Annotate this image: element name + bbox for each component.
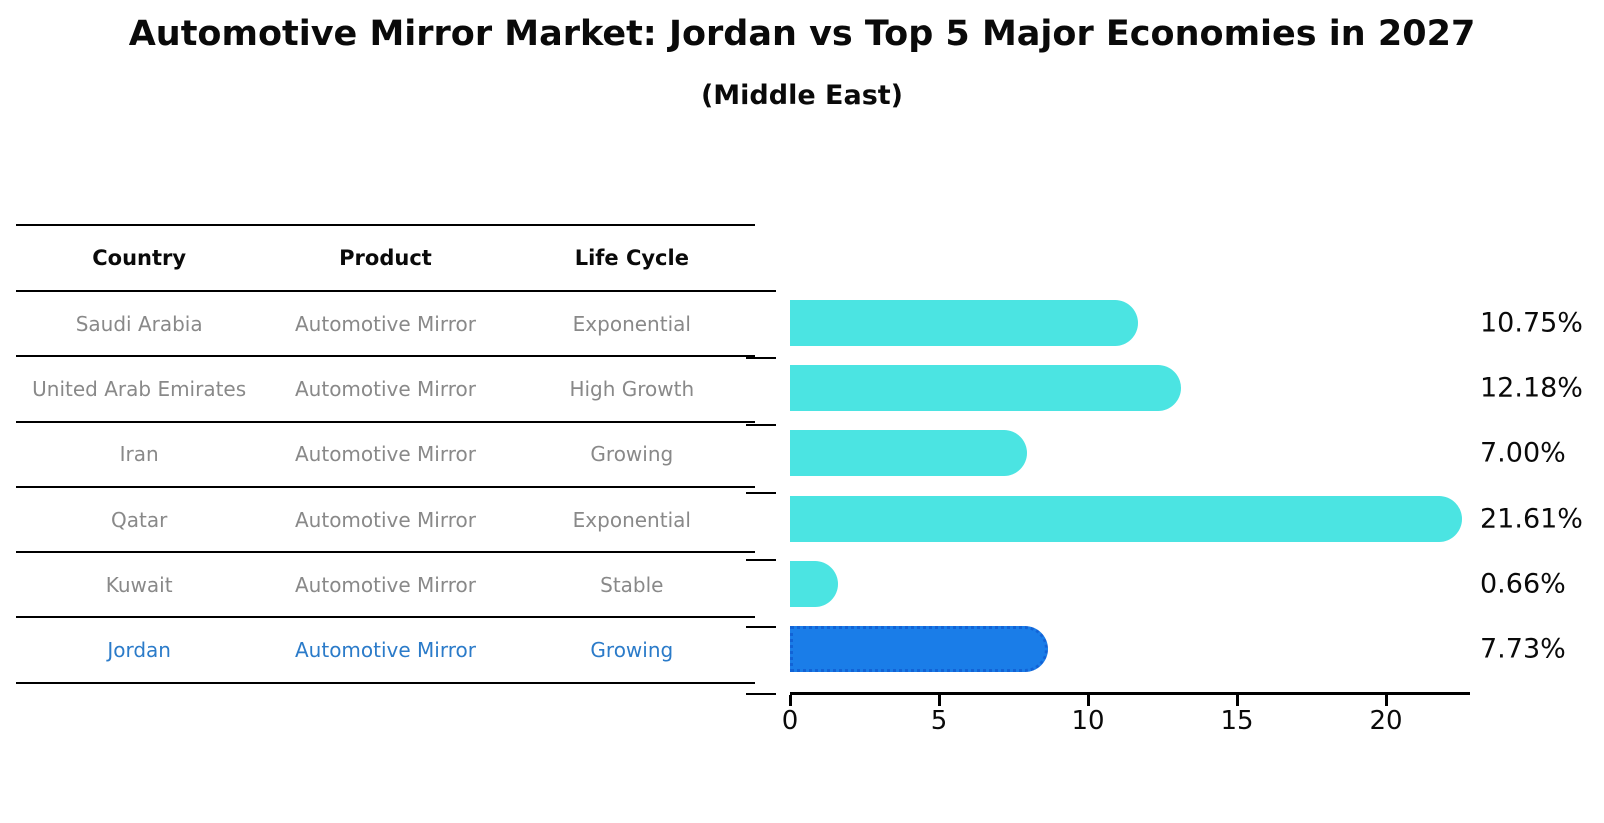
x-tick-mark — [789, 695, 792, 706]
x-tick-mark — [1087, 695, 1090, 706]
x-tick-label: 5 — [930, 706, 948, 736]
x-tick-mark — [1236, 695, 1239, 706]
bar-value-label: 10.75% — [1480, 307, 1583, 339]
table-cell-country: Saudi Arabia — [75, 311, 203, 336]
table-cell-country: Jordan — [107, 638, 171, 663]
table-row: Qatar Automotive Mirror Exponential — [16, 488, 755, 554]
table-cell-life-cycle: Stable — [600, 572, 664, 597]
table-cell-life-cycle: Growing — [590, 442, 674, 467]
table-cell-country: Qatar — [111, 507, 168, 532]
table-cell-country: Iran — [119, 442, 159, 467]
bar-value-label: 0.66% — [1480, 568, 1566, 600]
bar-row — [790, 486, 1470, 551]
x-tick-mark — [1385, 695, 1388, 706]
bar-value-label: 7.73% — [1480, 633, 1566, 665]
table-header-life-cycle: Life Cycle — [574, 246, 689, 270]
bar-value-label: 21.61% — [1480, 503, 1583, 535]
table-row: Saudi Arabia Automotive Mirror Exponential — [16, 292, 755, 358]
table-row: United Arab Emirates Automotive Mirror Hig… — [16, 357, 755, 423]
table-cell-product: Automotive Mirror — [295, 638, 476, 663]
table-body: Saudi Arabia Automotive Mirror Exponential… — [16, 292, 755, 684]
table-header-country: Country — [92, 246, 187, 270]
x-tick-label: 15 — [1220, 706, 1254, 736]
table-row: Jordan Automotive Mirror Growing — [16, 618, 755, 684]
bar-value-label: 12.18% — [1480, 372, 1583, 404]
y-axis-tick — [746, 626, 776, 628]
table-row: Iran Automotive Mirror Growing — [16, 423, 755, 488]
page-subtitle: (Middle East) — [700, 80, 904, 111]
table-cell-product: Automotive Mirror — [295, 507, 476, 532]
table-cell-product: Automotive Mirror — [295, 376, 476, 401]
table-cell-life-cycle: Exponential — [572, 311, 691, 336]
y-axis-tick — [746, 290, 776, 292]
bar-row — [790, 421, 1470, 486]
y-axis-tick — [746, 558, 776, 561]
x-axis-line — [790, 692, 1470, 695]
table-header-row: Country Product Life Cycle — [16, 224, 755, 292]
table-header-product: Product — [339, 246, 432, 270]
x-tick-label: 10 — [1071, 706, 1105, 736]
table-cell-life-cycle: Growing — [590, 638, 674, 663]
bar-kuwait — [790, 560, 838, 607]
table-cell-country: Kuwait — [105, 572, 173, 597]
y-axis-tick — [746, 357, 776, 360]
table-row: Kuwait Automotive Mirror Stable — [16, 553, 755, 619]
x-tick-label: 20 — [1369, 706, 1403, 736]
table-cell-country: United Arab Emirates — [32, 376, 247, 401]
table-cell-product: Automotive Mirror — [295, 572, 476, 597]
y-axis-tick — [746, 424, 776, 427]
y-axis-tick — [746, 491, 776, 494]
table-cell-product: Automotive Mirror — [295, 311, 476, 336]
x-tick-label: 0 — [781, 706, 799, 736]
bar-row — [790, 617, 1470, 682]
bar-saudi-arabia — [790, 299, 1139, 346]
bar-united-arab-emirates — [790, 364, 1181, 411]
bar-iran — [790, 430, 1027, 477]
bar-qatar — [790, 495, 1462, 542]
bar-row — [790, 551, 1470, 616]
bar-row — [790, 355, 1470, 420]
x-tick-mark — [938, 695, 941, 706]
bar-value-label: 7.00% — [1480, 437, 1566, 469]
table-cell-life-cycle: High Growth — [569, 376, 695, 401]
y-axis-tick — [746, 693, 776, 696]
bar-row — [790, 290, 1470, 355]
bar-jordan-highlight — [790, 626, 1049, 673]
table-cell-life-cycle: Exponential — [572, 507, 691, 532]
table-cell-product: Automotive Mirror — [295, 442, 476, 467]
bar-chart — [790, 290, 1470, 682]
page-title: Automotive Mirror Market: Jordan vs Top … — [128, 14, 1476, 54]
country-table: Country Product Life Cycle Saudi Arabia A… — [16, 224, 755, 684]
